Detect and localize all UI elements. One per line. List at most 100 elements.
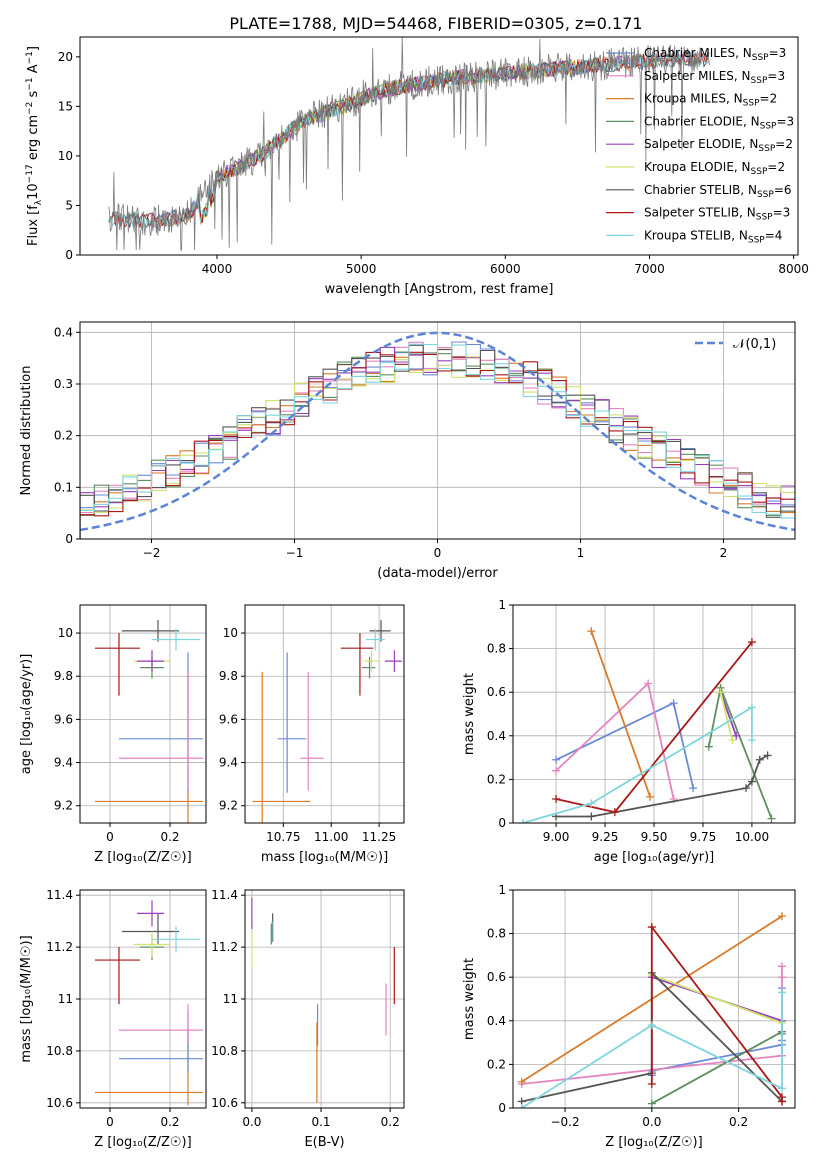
- x-tick-label: −0.2: [550, 1115, 579, 1129]
- axes-frame: [244, 604, 405, 824]
- y-tick-label: 10: [58, 149, 73, 163]
- weight-marker: [732, 731, 741, 740]
- legend-n: =3: [773, 206, 791, 220]
- x-axis-label: Z [log₁₀(Z/Z☉)]: [94, 850, 191, 865]
- plot-area: [252, 620, 403, 823]
- x-axis-label: wavelength [Angstrom, rest frame]: [325, 282, 554, 297]
- weight-marker: [747, 777, 756, 786]
- legend-sub: SSP: [760, 121, 777, 131]
- legend-entry: Chabrier STELIB, NSSP=6: [644, 183, 792, 200]
- x-tick-label: 0.1: [311, 1115, 330, 1129]
- legend-entry: Salpeter ELODIE, NSSP=2: [644, 137, 793, 154]
- legend-entry: Kroupa MILES, NSSP=2: [644, 92, 777, 109]
- figure-title: PLATE=1788, MJD=54468, FIBERID=0305, z=0…: [229, 14, 642, 33]
- y-tick-label: 0.6: [487, 970, 506, 984]
- legend-text: Kroupa MILES, N: [644, 92, 743, 106]
- y-tick-label: 9.2: [219, 799, 238, 813]
- panel-mass-vs-ebv: 0.0 0.1 0.2 10.6 10.8 11 11.2 11.4 E(B-V): [211, 888, 405, 1150]
- weight-marker: [716, 688, 725, 697]
- y-tick-label: 11.2: [211, 940, 238, 954]
- weight-line: [522, 705, 753, 823]
- legend-n: =2: [767, 160, 785, 174]
- weight-marker: [647, 1080, 656, 1089]
- y-axis-label-part: Flux [f: [26, 205, 41, 246]
- legend-text: Kroupa ELODIE, N: [644, 160, 751, 174]
- weight-marker: [728, 736, 737, 745]
- x-tick-label: 4000: [202, 262, 233, 276]
- plot-area: [251, 897, 395, 1103]
- weight-marker: [587, 627, 596, 636]
- weight-line: [555, 701, 695, 789]
- y-tick-label: 10.6: [46, 1096, 73, 1110]
- x-tick-label: 1: [577, 546, 585, 560]
- y-tick-label: 0: [498, 1101, 506, 1115]
- legend-n: =3: [769, 46, 787, 60]
- x-tick-label: 0.2: [729, 1115, 748, 1129]
- x-tick-label: 2: [720, 546, 728, 560]
- legend-entry: Chabrier ELODIE, NSSP=3: [644, 114, 794, 131]
- panel-weight-vs-age: 9.00 9.25 9.50 9.75 10.00 0 0.2 0.4 0.6 0.8 1 age […: [462, 598, 796, 865]
- y-tick-label: 11.2: [46, 940, 73, 954]
- x-axis-label: mass [log₁₀(M/M☉)]: [261, 850, 388, 865]
- weight-marker: [646, 792, 655, 801]
- legend-n: =2: [760, 92, 778, 106]
- y-tick-label: 9.4: [219, 756, 238, 770]
- y-tick-label: 1: [498, 883, 506, 897]
- x-tick-label: 0: [106, 830, 114, 844]
- y-axis-label: Flux [fλ10−17 erg cm−2 s−1 A−1]: [25, 46, 44, 246]
- x-tick-label: 9.75: [690, 830, 717, 844]
- x-tick-label: 0: [434, 546, 442, 560]
- panel-weight-vs-Z: −0.2 0.0 0.2 0 0.2 0.4 0.6 0.8 1 Z [log₁₀(Z/Z☉)] m…: [462, 883, 796, 1150]
- y-tick-label: 9.2: [54, 799, 73, 813]
- plot-area: [108, 37, 710, 251]
- legend-n: =3: [776, 114, 794, 128]
- weight-line: [521, 992, 783, 1108]
- y-axis-label-part: A: [26, 64, 41, 77]
- weight-marker: [747, 736, 756, 745]
- weight-marker: [742, 784, 751, 793]
- y-tick-label: 9.8: [54, 669, 73, 683]
- weight-marker: [552, 766, 561, 775]
- plot-area: [80, 331, 795, 539]
- y-tick-label: 11: [223, 992, 238, 1006]
- legend-text: Chabrier MILES, N: [644, 46, 752, 60]
- y-axis-label-part: −17: [25, 164, 35, 183]
- y-tick-label: 0: [65, 248, 73, 262]
- legend-text: Chabrier ELODIE, N: [644, 114, 760, 128]
- x-tick-label: −1: [286, 546, 304, 560]
- y-axis-label-part: λ: [34, 199, 44, 205]
- panel-age-vs-mass: 10.75 11.00 11.25 9.2 9.4 9.6 9.8 10 mass [log₁₀…: [219, 604, 405, 865]
- weight-marker: [777, 1084, 786, 1093]
- legend-sub: SSP: [756, 213, 773, 223]
- y-axis-label: Normed distribution: [19, 366, 34, 496]
- y-tick-label: 5: [65, 198, 73, 212]
- y-tick-label: 9.4: [54, 756, 73, 770]
- y-tick-label: 0.4: [54, 325, 73, 339]
- y-tick-label: 0.8: [487, 927, 506, 941]
- legend-text: Salpeter ELODIE, N: [644, 137, 758, 151]
- legend-text: Salpeter STELIB, N: [644, 206, 756, 220]
- weight-line: [651, 974, 783, 1024]
- weight-line: [556, 754, 769, 818]
- weight-marker: [552, 795, 561, 804]
- legend-entry: Kroupa ELODIE, NSSP=2: [644, 160, 785, 177]
- x-tick-label: 7000: [634, 262, 665, 276]
- y-tick-label: 0: [498, 816, 506, 830]
- y-tick-label: 0.1: [54, 480, 73, 494]
- y-tick-label: 15: [58, 99, 73, 113]
- y-tick-label: 11.4: [46, 888, 73, 902]
- weight-marker: [777, 1097, 786, 1106]
- panel-spectrum: 4000 5000 6000 7000 8000 0 5 10 15 20 wavelength […: [25, 36, 809, 297]
- legend-sub: SSP: [758, 144, 775, 154]
- y-tick-label: 0.3: [54, 377, 73, 391]
- legend-text: Kroupa STELIB, N: [644, 228, 748, 242]
- legend-entry: Salpeter STELIB, NSSP=3: [644, 206, 790, 223]
- legend-text: Salpeter MILES, N: [644, 69, 751, 83]
- plot-area: [517, 912, 786, 1108]
- weight-line: [590, 630, 651, 798]
- legend-entry: Salpeter MILES, NSSP=3: [644, 69, 785, 86]
- y-tick-label: 0.4: [487, 1014, 506, 1028]
- y-tick-label: 10.6: [211, 1096, 238, 1110]
- y-tick-label: 10: [223, 626, 238, 640]
- observed-spectrum-line: [108, 37, 701, 251]
